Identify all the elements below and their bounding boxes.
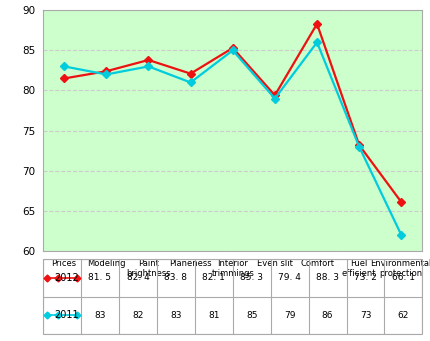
Text: 85. 3: 85. 3: [240, 273, 263, 282]
Text: 62: 62: [397, 311, 408, 320]
Text: 88. 3: 88. 3: [315, 273, 338, 282]
Text: 2012: 2012: [54, 273, 79, 283]
Text: 79. 4: 79. 4: [277, 273, 301, 282]
Text: 82: 82: [132, 311, 143, 320]
Text: 82. 4: 82. 4: [126, 273, 149, 282]
Text: 82. 1: 82. 1: [202, 273, 225, 282]
Text: 86: 86: [321, 311, 332, 320]
Text: 85: 85: [246, 311, 257, 320]
Text: 73. 2: 73. 2: [353, 273, 376, 282]
Text: 73: 73: [359, 311, 370, 320]
Text: 83. 8: 83. 8: [164, 273, 187, 282]
Text: 81. 5: 81. 5: [88, 273, 111, 282]
Text: 79: 79: [283, 311, 295, 320]
Text: 2011: 2011: [54, 310, 79, 320]
Text: 66. 1: 66. 1: [391, 273, 414, 282]
Text: 83: 83: [94, 311, 105, 320]
Text: 81: 81: [208, 311, 219, 320]
Text: 83: 83: [170, 311, 181, 320]
